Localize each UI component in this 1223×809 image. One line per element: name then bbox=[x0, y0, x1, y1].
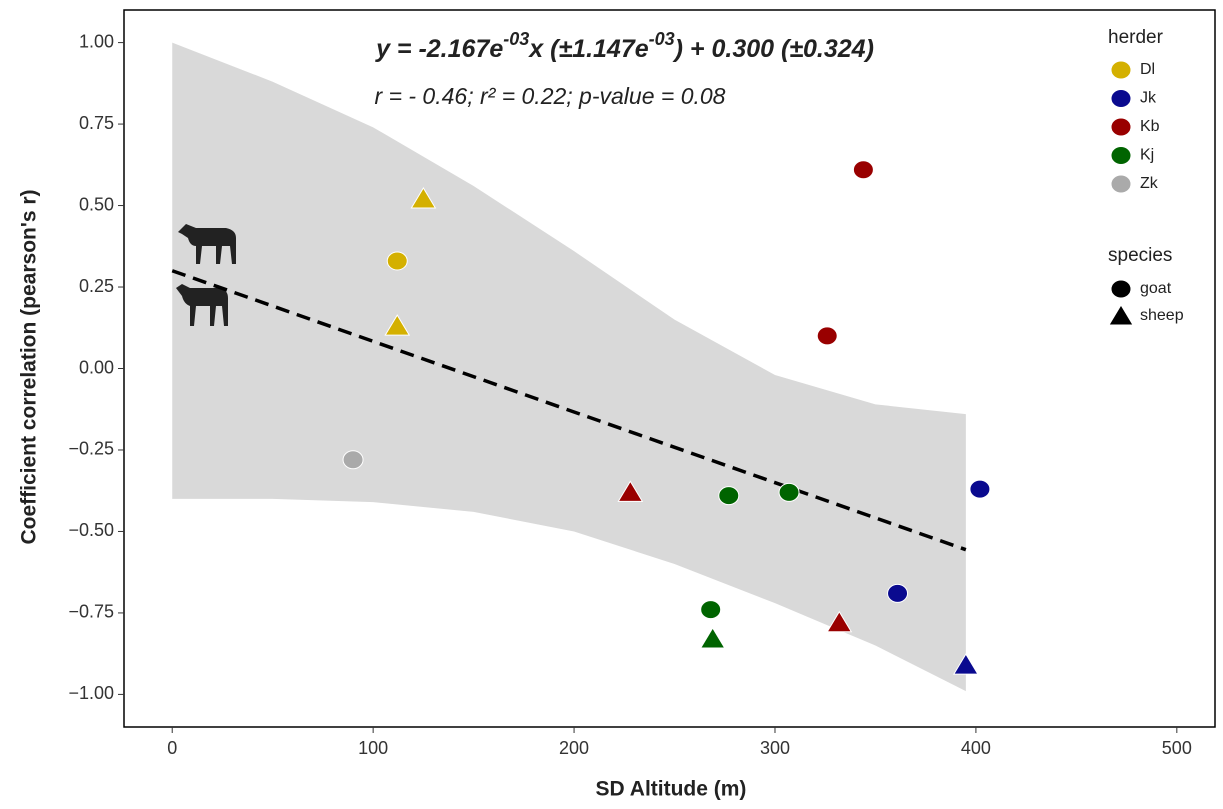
point bbox=[816, 326, 838, 346]
y-tick-label: 0.50 bbox=[79, 194, 114, 214]
x-tick-label: 400 bbox=[961, 738, 991, 758]
y-tick-label: −1.00 bbox=[68, 683, 114, 703]
legend-label: Dl bbox=[1140, 61, 1155, 78]
point bbox=[826, 610, 853, 633]
x-tick-label: 0 bbox=[167, 738, 177, 758]
point bbox=[384, 314, 411, 336]
y-tick-label: −0.25 bbox=[68, 439, 114, 459]
point bbox=[342, 450, 364, 470]
y-axis-title: Coefficient correlation (pearson's r) bbox=[18, 189, 41, 544]
point bbox=[718, 486, 740, 506]
point bbox=[852, 160, 874, 180]
legend-swatch bbox=[1110, 146, 1132, 165]
legend-title: herder bbox=[1108, 27, 1164, 48]
x-tick-label: 100 bbox=[358, 738, 388, 758]
point bbox=[386, 251, 408, 271]
animal-icons bbox=[176, 224, 236, 326]
point bbox=[617, 480, 644, 502]
point bbox=[700, 600, 722, 620]
equation-part: ) + 0.300 (±0.324) bbox=[672, 35, 874, 63]
equation-part: x (±1.147e bbox=[527, 35, 648, 63]
shape-legend-swatch bbox=[1110, 279, 1132, 299]
shape-legend-label: goat bbox=[1140, 280, 1172, 297]
legend-swatch bbox=[1110, 174, 1132, 194]
point bbox=[952, 653, 979, 675]
x-tick-label: 500 bbox=[1162, 738, 1192, 758]
y-tick-label: −0.75 bbox=[68, 602, 114, 622]
y-tick-label: 1.00 bbox=[79, 31, 114, 51]
legend-label: Zk bbox=[1140, 175, 1159, 192]
sheep-icon bbox=[178, 224, 236, 264]
legend-swatch bbox=[1110, 89, 1132, 108]
y-tick-label: 0.00 bbox=[79, 357, 114, 377]
point bbox=[410, 187, 437, 209]
legend-swatch bbox=[1110, 117, 1132, 137]
x-axis-title: SD Altitude (m) bbox=[596, 778, 747, 801]
shape-legend-swatch bbox=[1108, 304, 1134, 326]
equation: y = -2.167e-03x (±1.147e-03) + 0.300 (±0… bbox=[374, 29, 874, 63]
x-tick-label: 300 bbox=[760, 738, 790, 758]
fit-line bbox=[171, 269, 967, 552]
y-tick-label: 0.75 bbox=[79, 113, 114, 133]
point bbox=[699, 627, 726, 649]
legend-label: Jk bbox=[1140, 90, 1157, 107]
shape-legend-label: sheep bbox=[1140, 307, 1184, 324]
point bbox=[778, 482, 800, 502]
legend-label: Kb bbox=[1140, 118, 1160, 135]
point bbox=[969, 479, 991, 499]
equation-part: y = -2.167e bbox=[374, 35, 503, 63]
confidence-band bbox=[172, 42, 966, 692]
legend-swatch bbox=[1110, 60, 1132, 80]
y-tick-label: 0.25 bbox=[79, 276, 114, 296]
stats: r = - 0.46; r² = 0.22; p-value = 0.08 bbox=[375, 83, 726, 109]
shape-legend-title: species bbox=[1108, 245, 1172, 266]
y-tick-label: −0.50 bbox=[68, 520, 114, 540]
equation-superscript: -03 bbox=[503, 29, 529, 49]
point bbox=[887, 583, 909, 603]
goat-icon bbox=[176, 284, 228, 326]
legend-label: Kj bbox=[1140, 147, 1154, 164]
equation-superscript: -03 bbox=[649, 29, 675, 49]
x-tick-label: 200 bbox=[559, 738, 589, 758]
